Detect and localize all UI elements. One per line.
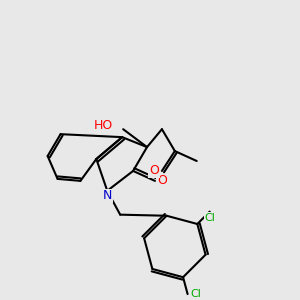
Text: O: O <box>149 164 159 177</box>
Text: N: N <box>103 189 112 202</box>
Text: Cl: Cl <box>204 213 215 223</box>
Text: O: O <box>157 174 167 188</box>
Text: Cl: Cl <box>190 289 201 299</box>
Text: HO: HO <box>94 119 113 132</box>
